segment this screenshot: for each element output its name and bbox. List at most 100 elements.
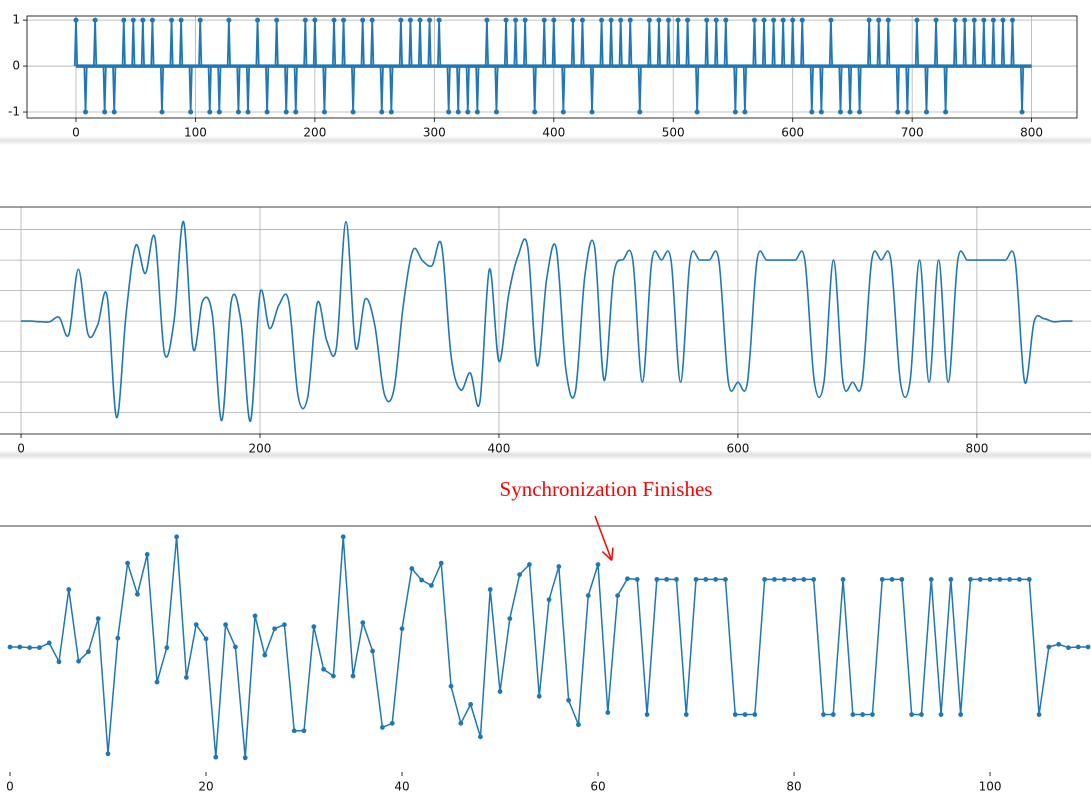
stem-line: [943, 66, 948, 113]
stem-line: [456, 66, 461, 113]
stem: [618, 17, 624, 67]
stem: [341, 17, 347, 67]
sample-marker: [791, 576, 797, 582]
stem-marker: [149, 17, 155, 23]
stem: [321, 66, 327, 115]
stem: [541, 17, 547, 67]
sample-marker: [919, 712, 924, 717]
stem-marker: [350, 109, 356, 115]
stem-marker: [92, 17, 98, 23]
stem-marker: [809, 109, 815, 115]
stem-line: [867, 20, 872, 67]
stem-marker: [83, 109, 89, 115]
sample-marker: [605, 710, 611, 715]
sample-marker: [252, 613, 258, 619]
stem: [933, 17, 939, 67]
sample-marker: [811, 576, 817, 582]
stem-marker: [876, 17, 882, 23]
sample-marker: [517, 572, 523, 578]
stem: [197, 17, 203, 67]
sample-marker: [801, 576, 807, 582]
sample-marker: [654, 576, 660, 582]
stem: [656, 17, 662, 67]
stem-marker: [312, 17, 318, 23]
stem-marker: [608, 17, 614, 23]
sample-marker: [821, 712, 826, 717]
sample-marker: [1046, 644, 1052, 650]
stem-line: [781, 20, 786, 67]
sample-marker: [772, 576, 777, 582]
stem-marker: [943, 109, 949, 115]
stem-line: [847, 66, 853, 113]
sample-marker: [585, 593, 591, 599]
stem: [809, 66, 815, 115]
sample-marker: [762, 576, 768, 582]
stem-marker: [140, 17, 146, 23]
stem-line: [475, 66, 480, 113]
stem-marker: [293, 109, 299, 115]
stem-line: [322, 66, 327, 113]
stem-marker: [665, 17, 671, 23]
stem-marker: [417, 17, 423, 23]
sample-marker: [595, 562, 601, 567]
sample-marker: [36, 645, 42, 651]
stem: [904, 66, 910, 115]
stem-line: [819, 66, 824, 113]
sample-marker: [860, 712, 866, 717]
stem-line: [637, 66, 642, 113]
stem-marker: [541, 17, 547, 23]
sample-marker: [7, 644, 13, 650]
sample-marker: [429, 583, 434, 588]
stem-line: [1019, 66, 1025, 113]
sample-marker: [840, 576, 846, 582]
sample-marker: [742, 712, 748, 717]
stem: [923, 66, 929, 115]
stem-marker: [407, 17, 413, 23]
stem-marker: [713, 17, 719, 23]
sample-marker: [723, 576, 728, 582]
x-tick-label: 40: [394, 780, 409, 794]
stem-line: [589, 66, 595, 113]
stem-line: [666, 20, 671, 67]
stem-line: [895, 66, 900, 113]
stem: [388, 66, 394, 115]
stem: [914, 17, 920, 67]
signal-line: [9, 536, 1089, 758]
stem: [331, 17, 337, 67]
stem: [694, 66, 700, 115]
stem-line: [236, 66, 241, 113]
stem-line: [618, 20, 623, 67]
stem-line: [150, 20, 155, 67]
stem: [235, 66, 241, 115]
sample-marker: [242, 755, 248, 761]
stem-marker: [1019, 109, 1025, 115]
sample-marker: [331, 673, 336, 679]
x-tick-label: 0: [17, 442, 25, 456]
stem-line: [704, 20, 709, 67]
stem: [570, 17, 576, 67]
stem-line: [857, 66, 862, 113]
stem: [369, 17, 375, 67]
stem-marker: [159, 109, 165, 115]
sample-marker: [1075, 644, 1081, 650]
sample-marker: [556, 564, 562, 569]
stem: [92, 17, 98, 67]
sample-marker: [213, 754, 219, 760]
sample-marker: [203, 636, 209, 642]
stem: [780, 17, 786, 67]
stem-marker: [771, 17, 777, 23]
stem-marker: [962, 17, 968, 23]
stem-marker: [436, 17, 442, 23]
stem: [962, 17, 968, 67]
stem: [981, 17, 987, 67]
stem-line: [121, 20, 126, 67]
x-tick-label: 0: [6, 780, 14, 794]
stem: [226, 17, 232, 67]
sample-marker: [958, 712, 964, 717]
stem: [943, 66, 949, 115]
stem-line: [570, 20, 575, 67]
sample-marker: [1007, 576, 1013, 582]
sample-marker: [536, 693, 542, 699]
x-tick-label: 400: [488, 442, 511, 456]
stem-marker: [952, 17, 958, 23]
